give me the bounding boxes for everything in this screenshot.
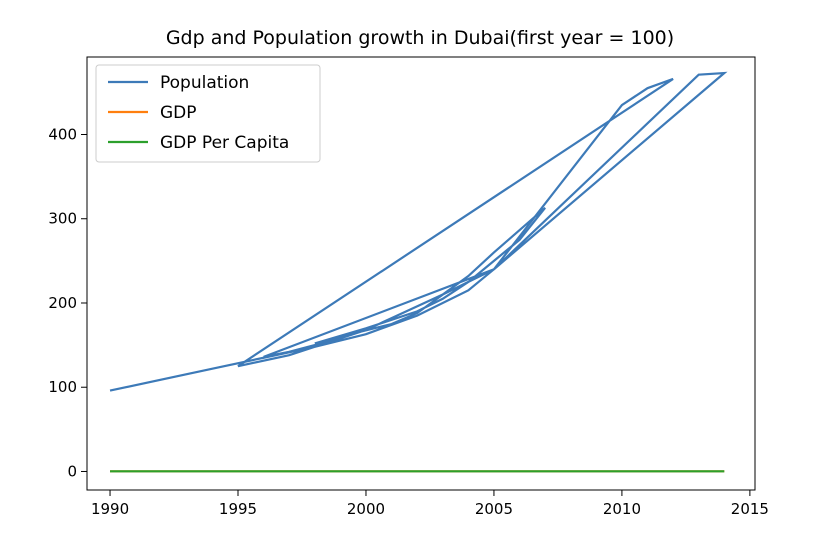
x-tick-label: 2010 — [603, 500, 641, 518]
x-tick-label: 2015 — [731, 500, 769, 518]
series-line-population — [109, 71, 728, 392]
legend-label: GDP Per Capita — [160, 133, 289, 153]
y-tick-label: 300 — [48, 210, 77, 228]
legend-label: GDP — [160, 103, 197, 123]
chart-title: Gdp and Population growth in Dubai(first… — [166, 27, 674, 49]
axes: 1990 1995 2000 2005 2010 2015 0 100 200 300 400 — [48, 56, 769, 518]
legend-label: Population — [160, 73, 249, 93]
axes-frame — [86, 56, 756, 491]
y-tick-label: 0 — [67, 462, 77, 480]
x-tick-label: 1990 — [91, 500, 129, 518]
x-tick-label: 1995 — [219, 500, 257, 518]
y-tick-label: 100 — [48, 378, 77, 396]
legend-box — [95, 64, 321, 163]
plot-area — [109, 71, 728, 473]
x-tick-label: 2005 — [475, 500, 513, 518]
y-tick-label: 200 — [48, 294, 77, 312]
x-tick-label: 2000 — [347, 500, 385, 518]
y-tick-label: 400 — [48, 126, 77, 144]
legend: Population GDP GDP Per Capita — [95, 64, 321, 163]
